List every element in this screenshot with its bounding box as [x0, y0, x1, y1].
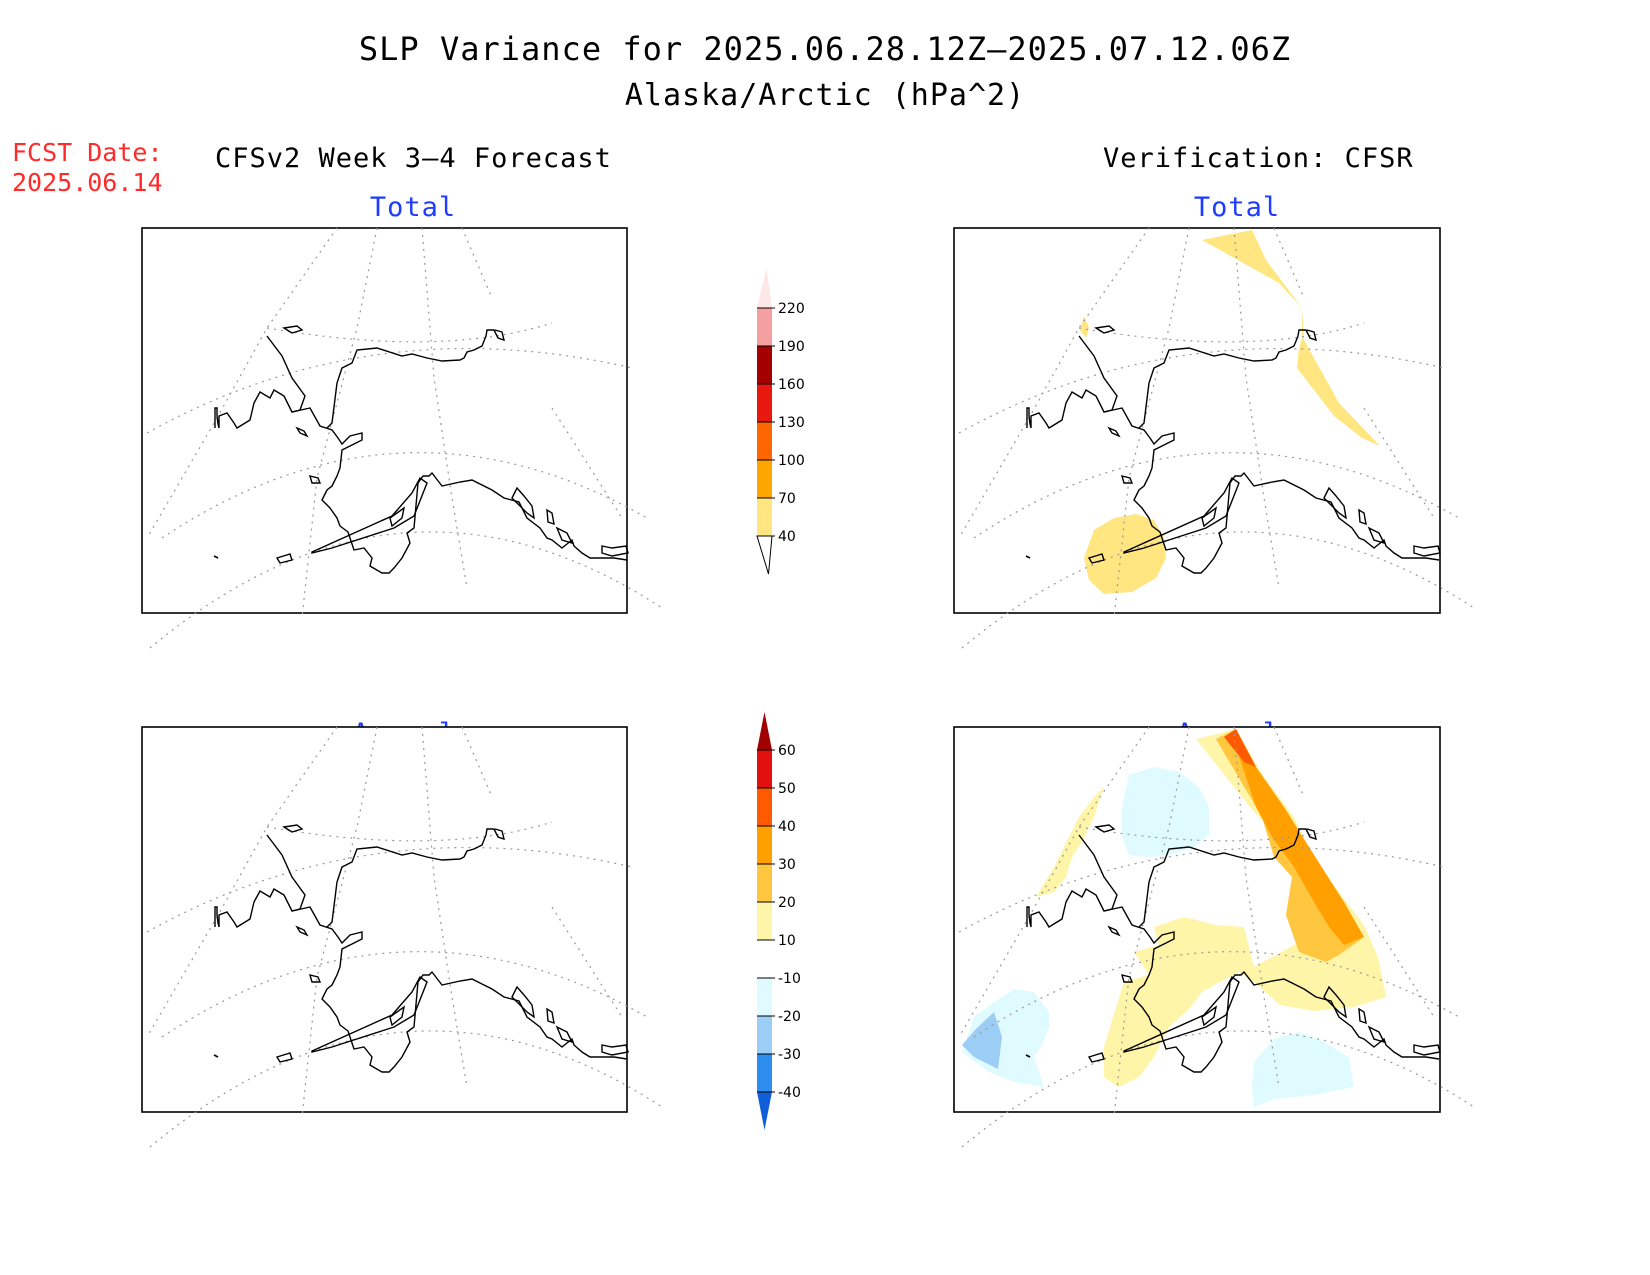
total-colorbar: 40 70 100 130 160 190 220: [756, 268, 805, 575]
total-colorbar-swatch: [757, 422, 772, 460]
chart-title: SLP Variance for 2025.06.28.12Z—2025.07.…: [358, 30, 1292, 68]
total-colorbar-swatch: [757, 498, 772, 536]
forecast-anomaly-map: [141, 726, 663, 1148]
anomaly-colorbar-swatch: [757, 978, 772, 1016]
total-colorbar-label: 70: [778, 491, 796, 507]
forecast-date-value: 2025.06.14: [12, 168, 163, 197]
anomaly-colorbar-label: 60: [778, 743, 796, 759]
anomaly-colorbar-swatch: [757, 750, 772, 788]
total-colorbar-label: 130: [778, 415, 805, 431]
anomaly-colorbar-label: -10: [778, 971, 801, 987]
anomaly-colorbar-swatch: [757, 826, 772, 864]
anomaly-colorbar-label: 10: [778, 933, 796, 949]
total-colorbar-label: 190: [778, 339, 805, 355]
forecast-column-header: CFSv2 Week 3—4 Forecast: [215, 143, 612, 174]
anomaly-colorbar-label: -20: [778, 1009, 801, 1025]
anomaly-colorbar-swatch: [757, 1016, 772, 1054]
verification-anomaly-map: [953, 726, 1475, 1148]
anomaly-colorbar-swatch: [757, 864, 772, 902]
forecast-date-label: FCST Date:: [12, 138, 163, 167]
chart-subtitle: Alaska/Arctic (hPa^2): [624, 78, 1026, 113]
anomaly-colorbar-swatch: [757, 788, 772, 826]
anomaly-colorbar-label: -30: [778, 1047, 801, 1063]
anomaly-colorbar-swatch: [757, 940, 772, 978]
total-colorbar-swatch: [757, 308, 772, 346]
total-colorbar-swatch: [757, 460, 772, 498]
anomaly-colorbar: -40 -30 -20 -10 10 20 30 40 50 60: [757, 712, 801, 1130]
total-colorbar-swatch: [757, 268, 772, 308]
total-colorbar-label: 220: [778, 301, 805, 317]
verification-column-header: Verification: CFSR: [1103, 143, 1414, 174]
total-colorbar-label: 160: [778, 377, 805, 393]
anomaly-colorbar-label: 30: [778, 857, 796, 873]
anomaly-colorbar-label: 40: [778, 819, 796, 835]
total-colorbar-label: 40: [778, 529, 796, 545]
anomaly-colorbar-label: 20: [778, 895, 796, 911]
anomaly-colorbar-swatch: [757, 902, 772, 940]
verification-total-title: Total: [1193, 192, 1281, 223]
total-colorbar-low-cap: [756, 535, 773, 575]
total-colorbar-swatch: [757, 384, 772, 422]
verification-total-map: [953, 227, 1475, 649]
total-colorbar-swatch: [757, 346, 772, 384]
anomaly-colorbar-swatch: [757, 1054, 772, 1092]
anomaly-colorbar-label: -40: [778, 1085, 801, 1101]
total-colorbar-label: 100: [778, 453, 805, 469]
anomaly-colorbar-swatch: [757, 712, 772, 750]
anomaly-colorbar-swatch: [757, 1092, 772, 1130]
forecast-total-title: Total: [369, 192, 457, 223]
anomaly-colorbar-label: 50: [778, 781, 796, 797]
forecast-total-map: [141, 227, 663, 649]
